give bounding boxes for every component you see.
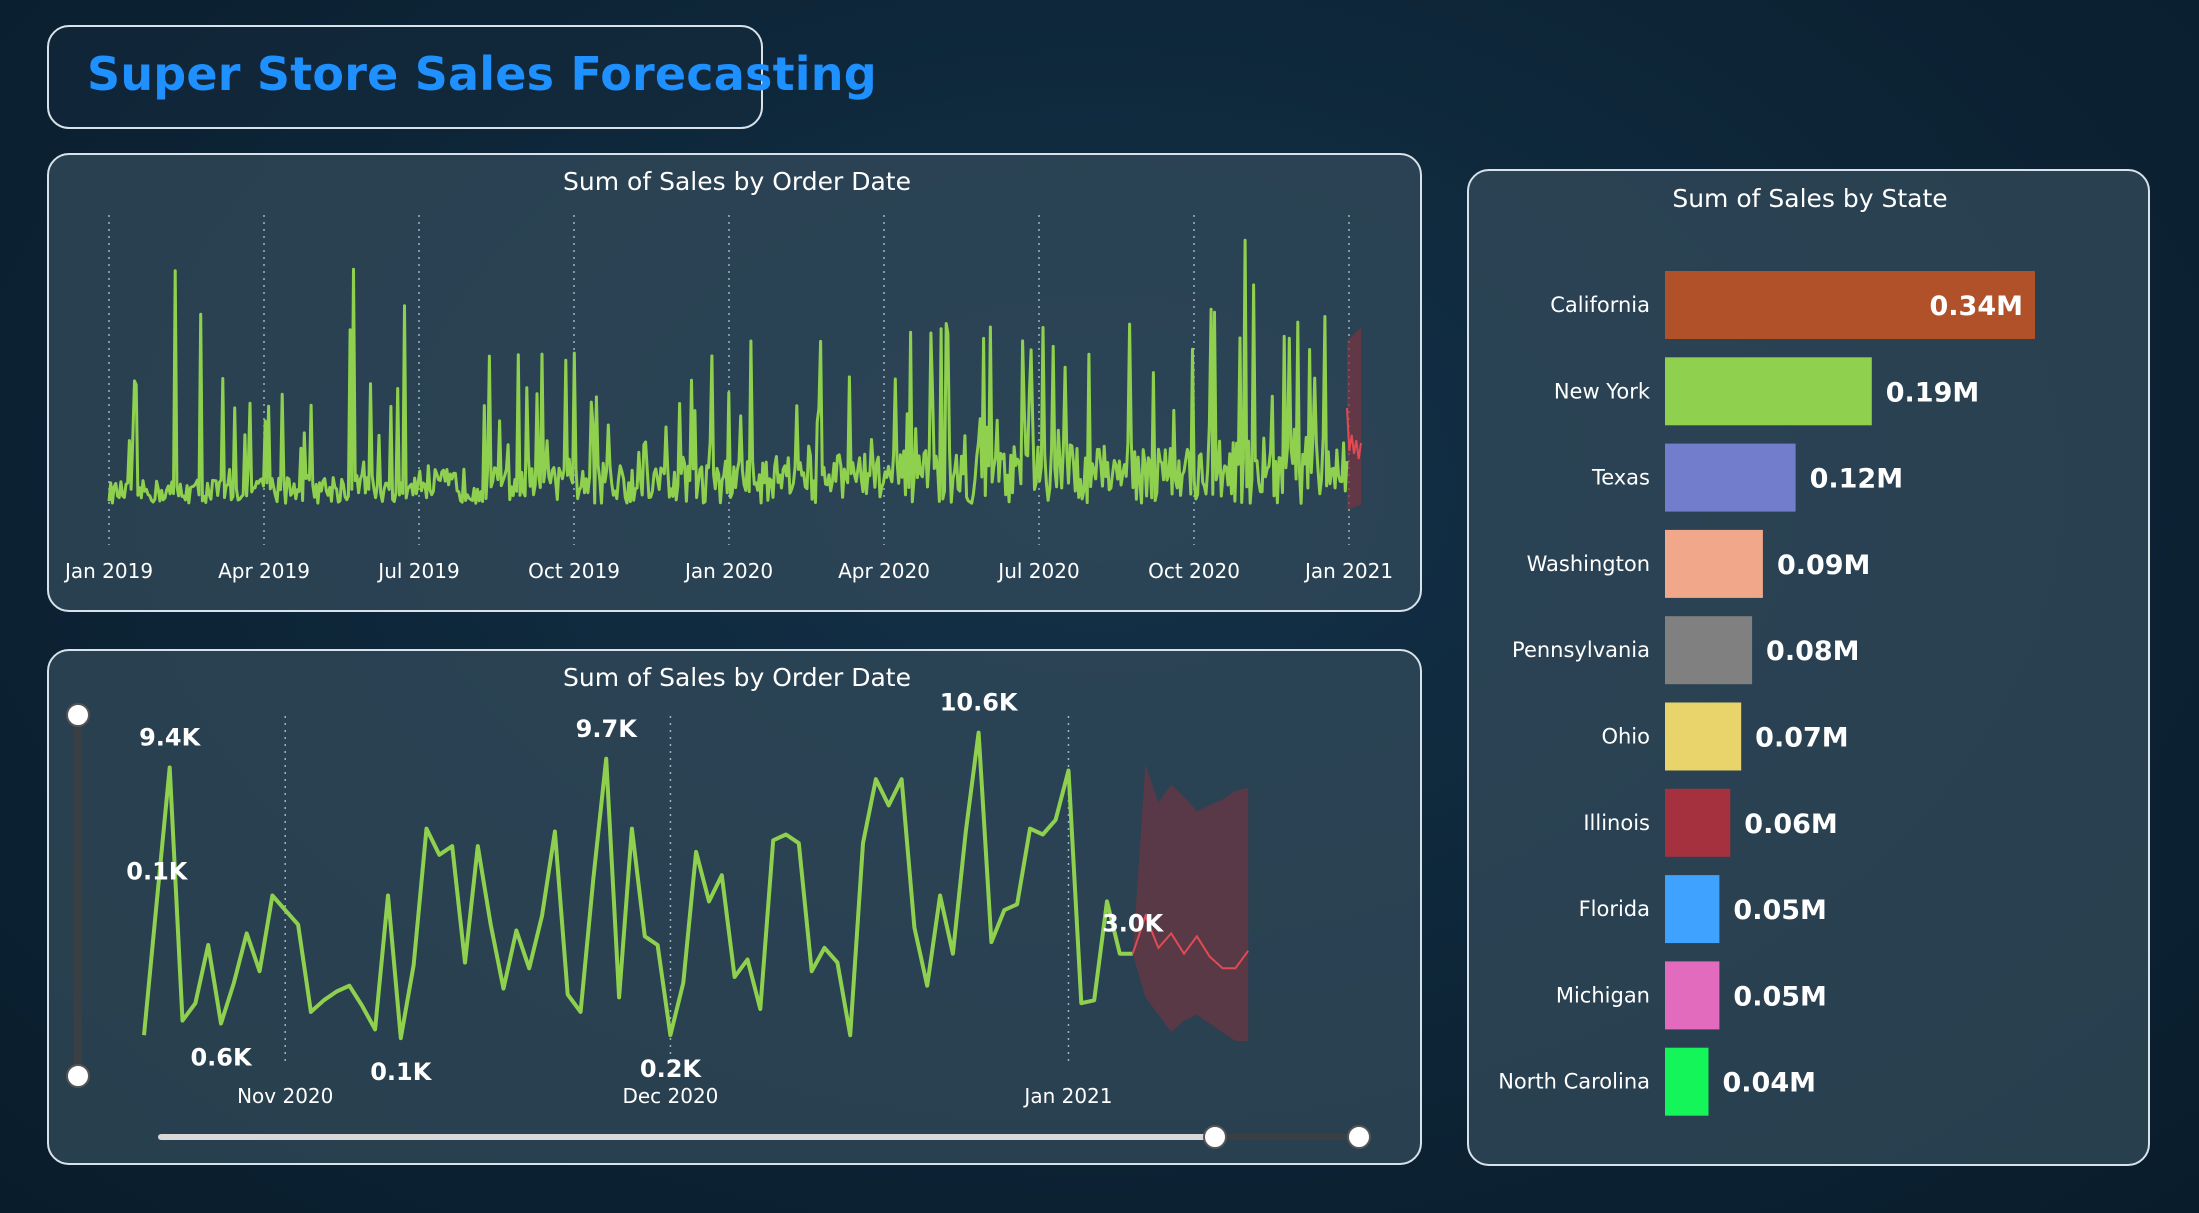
x-tick-label: Jul 2019 [376, 559, 459, 583]
zoomed-sales-chart-panel[interactable]: Sum of Sales by Order Date 9.4K 0.1K 0.6K 0… [47, 649, 1422, 1165]
state-label: California [1550, 293, 1650, 317]
actual-sales-line[interactable] [142, 730, 1133, 1041]
state-label: Florida [1579, 897, 1650, 921]
state-label: North Carolina [1498, 1070, 1650, 1094]
state-bar[interactable] [1665, 357, 1872, 426]
data-label: 9.7K [576, 715, 639, 743]
state-bar[interactable] [1665, 616, 1753, 685]
forecast-confidence-band [1132, 764, 1249, 1041]
vertical-zoom-handle-bottom[interactable] [66, 1064, 90, 1088]
dashboard-title-box: Super Store Sales Forecasting [47, 25, 877, 129]
state-label: Washington [1527, 552, 1650, 576]
state-bar[interactable] [1665, 529, 1763, 598]
horizontal-zoom-handle-left[interactable] [1203, 1125, 1227, 1149]
x-tick-label: Jan 2020 [683, 559, 773, 583]
state-label: Texas [1591, 466, 1650, 490]
actual-sales-line[interactable] [107, 238, 1349, 505]
data-label: 10.6K [940, 689, 1019, 717]
state-label: New York [1554, 379, 1651, 403]
data-label: 0.1K [126, 857, 189, 885]
state-bar[interactable] [1665, 1047, 1709, 1116]
state-label: Michigan [1556, 983, 1650, 1007]
bar-value-label: 0.04M [1723, 1068, 1817, 1099]
bar-value-label: 0.09M [1777, 550, 1871, 581]
chart-title: Sum of Sales by Order Date [563, 167, 911, 196]
daily-sales-chart[interactable]: Sum of Sales by Order Date Jan 2019 Apr 2… [49, 155, 1424, 614]
x-tick-label: Dec 2020 [622, 1084, 718, 1108]
vertical-zoom-handle-top[interactable] [66, 703, 90, 727]
data-label: 0.1K [370, 1058, 433, 1086]
bar-value-label: 0.12M [1810, 464, 1904, 495]
x-tick-label: Jan 2019 [63, 559, 153, 583]
horizontal-zoom-handle-right[interactable] [1347, 1125, 1371, 1149]
x-tick-label: Jan 2021 [1303, 559, 1393, 583]
state-bar[interactable] [1665, 788, 1731, 857]
state-bar[interactable] [1665, 443, 1796, 512]
bar-value-label: 0.05M [1733, 981, 1827, 1012]
state-bar[interactable] [1665, 875, 1720, 944]
bar-value-label: 0.05M [1733, 895, 1827, 926]
x-tick-label: Oct 2020 [1148, 559, 1240, 583]
chart-title: Sum of Sales by Order Date [563, 663, 911, 692]
x-tick-label: Oct 2019 [528, 559, 620, 583]
x-tick-label: Nov 2020 [237, 1084, 333, 1108]
state-bar[interactable] [1665, 702, 1742, 771]
data-label: 3.0K [1102, 910, 1165, 938]
data-label: 0.2K [640, 1055, 703, 1083]
state-label: Ohio [1601, 725, 1650, 749]
state-bar[interactable] [1665, 961, 1720, 1030]
x-tick-label: Apr 2019 [218, 559, 310, 583]
state-label: Illinois [1583, 811, 1650, 835]
bar-value-label: 0.08M [1766, 636, 1860, 667]
bar-value-label: 0.07M [1755, 723, 1849, 754]
state-label: Pennsylvania [1512, 638, 1650, 662]
x-tick-label: Jan 2021 [1022, 1084, 1112, 1108]
data-label: 0.6K [190, 1044, 253, 1072]
page-title: Super Store Sales Forecasting [87, 47, 877, 101]
bar-value-label: 0.06M [1744, 809, 1838, 840]
x-tick-label: Jul 2020 [996, 559, 1079, 583]
data-label: 9.4K [139, 724, 202, 752]
bar-value-label: 0.34M [1930, 291, 2024, 322]
forecast-line[interactable] [1346, 408, 1362, 460]
x-tick-label: Apr 2020 [838, 559, 930, 583]
forecast-line[interactable] [1131, 913, 1250, 970]
bar-value-label: 0.19M [1886, 377, 1980, 408]
state-bar[interactable] [1665, 271, 2035, 339]
forecast-confidence-band [1347, 327, 1361, 510]
sales-by-state-chart-panel[interactable]: Sum of Sales by State California 0.34M New… [1467, 169, 2150, 1166]
chart-title: Sum of Sales by State [1672, 184, 1947, 213]
daily-sales-chart-panel[interactable]: Sum of Sales by Order Date Jan 2019 Apr 2… [47, 153, 1422, 612]
zoomed-sales-chart[interactable]: Sum of Sales by Order Date 9.4K 0.1K 0.6K 0… [49, 651, 1424, 1167]
sales-by-state-chart[interactable]: Sum of Sales by State California 0.34M New… [1469, 171, 2152, 1168]
